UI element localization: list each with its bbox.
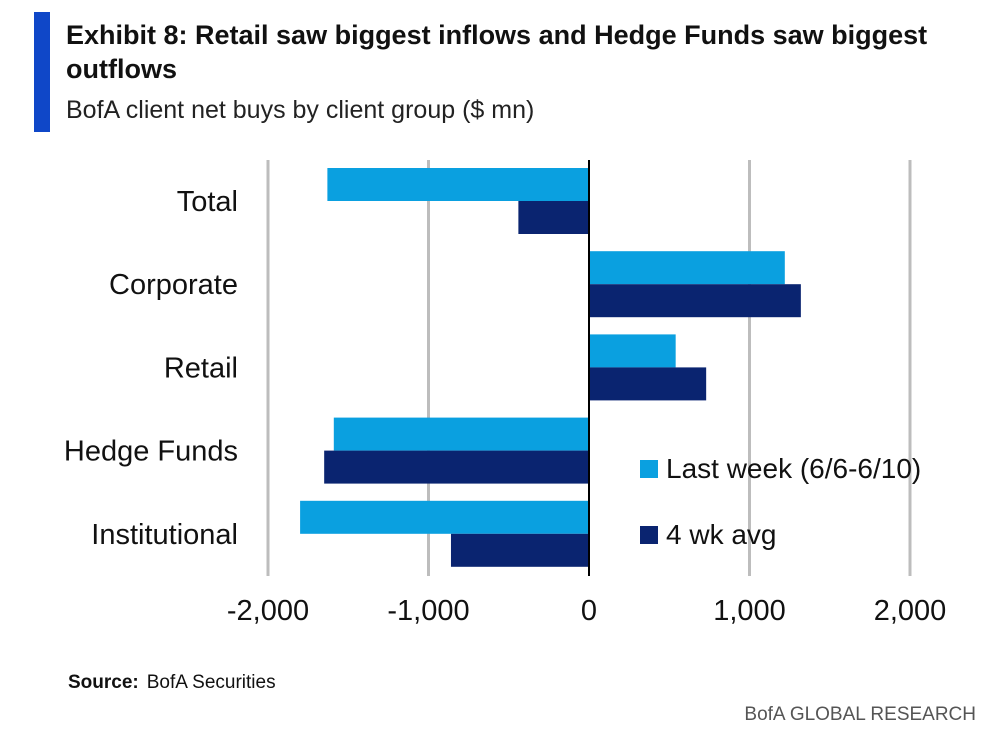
bar: [589, 284, 801, 318]
legend-swatch: [640, 526, 658, 544]
bar: [589, 251, 785, 285]
bar: [300, 500, 589, 534]
x-tick-label: -1,000: [387, 595, 469, 627]
category-label: Corporate: [109, 269, 238, 301]
bar-chart: Total Corporate Retail Hedge Funds Instituti…: [64, 160, 947, 627]
bar: [518, 201, 589, 234]
bar: [589, 334, 676, 368]
category-label: Retail: [164, 352, 238, 384]
legend-label: Last week (6/6-6/10): [666, 453, 921, 484]
chart-title: Exhibit 8: Retail saw biggest inflows an…: [66, 20, 928, 84]
bar: [327, 168, 589, 201]
category-label: Institutional: [91, 519, 238, 551]
x-tick-label: 2,000: [874, 595, 947, 627]
x-tick-label: -2,000: [227, 595, 309, 627]
source-label: Source:: [68, 672, 139, 693]
source-note: Source: BofA Securities: [68, 672, 276, 694]
legend-swatch: [640, 460, 658, 478]
category-label: Hedge Funds: [64, 436, 238, 468]
bar: [324, 450, 589, 484]
x-tick-label: 0: [581, 595, 597, 627]
x-tick-label: 1,000: [713, 595, 786, 627]
bar: [589, 367, 707, 401]
chart-subtitle: BofA client net buys by client group ($ …: [66, 96, 535, 124]
brand-label: BofA GLOBAL RESEARCH: [744, 704, 976, 725]
bar: [333, 417, 589, 451]
bar: [450, 533, 589, 567]
legend-label: 4 wk avg: [666, 519, 777, 550]
source-text: BofA Securities: [146, 672, 276, 693]
accent-bar: [34, 12, 50, 132]
category-label: Total: [177, 186, 238, 218]
